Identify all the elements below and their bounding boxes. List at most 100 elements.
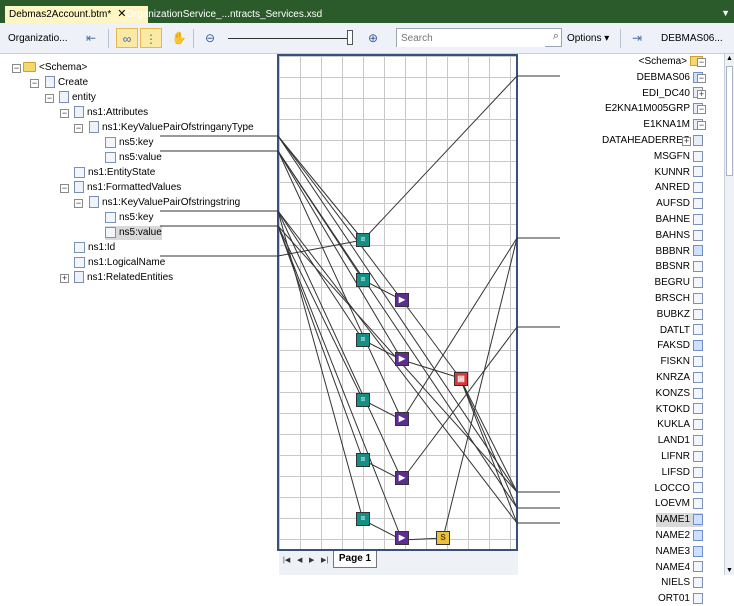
scroll-up-icon[interactable]: ▲ [726,55,733,62]
target-tree-node[interactable]: KUNNR [654,166,703,180]
source-tree-node[interactable]: Create [45,76,88,90]
search-box[interactable]: ⌕ [396,28,562,47]
target-tree-node[interactable]: NAME2 [656,529,703,543]
last-page-icon[interactable]: ▶| [321,557,329,564]
target-tree-node[interactable]: LIFNR [661,450,703,464]
value-mapping-functoid-icon[interactable]: ▶ [395,531,409,545]
collapse-icon[interactable]: − [697,72,706,83]
target-tree-node[interactable]: KONZS [656,387,703,401]
vertical-scrollbar[interactable]: ▲ ▼ [724,54,734,575]
equal-functoid-icon[interactable]: = [356,273,370,287]
value-mapping-functoid-icon[interactable]: ▶ [395,412,409,426]
target-tree-node[interactable]: KTOKD [656,403,703,417]
collapse-icon[interactable]: − [60,183,69,193]
target-tree-node[interactable]: <Schema> [639,55,703,69]
collapse-icon[interactable]: − [697,57,706,67]
scroll-down-icon[interactable]: ▼ [726,567,733,574]
collapse-icon[interactable]: − [697,120,706,131]
scrollbar-thumb[interactable] [726,66,733,176]
target-tree-node[interactable]: KNRZA [656,371,703,385]
target-tree-node[interactable]: ORT01 [658,592,703,606]
link-to-target-icon[interactable]: ⇥ [631,31,643,45]
target-tree-node[interactable]: KUKLA [657,418,703,432]
target-tree-node[interactable]: AUFSD [656,197,703,211]
source-tree-node[interactable]: ns1:KeyValuePairOfstringstring [89,196,240,210]
source-tree-node[interactable]: ns1:KeyValuePairOfstringanyType [89,121,254,135]
zoom-in-icon[interactable]: ⊕ [367,31,379,45]
target-tree-node[interactable]: FAKSD [657,339,703,353]
tab-page-1[interactable]: Page 1 [333,551,377,568]
next-page-icon[interactable]: ▶ [309,557,315,564]
value-mapping-functoid-icon[interactable]: ▶ [395,352,409,366]
target-tree-node[interactable]: LIFSD [662,466,703,480]
target-tree-node[interactable]: ANRED [655,181,703,195]
target-tree-node[interactable]: BEGRU [654,276,703,290]
equal-functoid-icon[interactable]: = [356,233,370,247]
table-looping-functoid-icon[interactable]: ▤ [454,372,468,386]
source-tree-node[interactable]: ns1:Attributes [74,106,148,120]
target-tree-node[interactable]: NAME1 [655,513,703,528]
source-tree-node[interactable]: ns1:RelatedEntities [74,271,173,285]
target-tree-node[interactable]: BUBKZ [657,308,703,322]
target-tree-node[interactable]: NAME3 [656,545,703,559]
target-tree-node[interactable]: DEBMAS06 [637,71,703,85]
target-tree-node[interactable]: BRSCH [655,292,703,306]
collapse-icon[interactable]: − [30,78,39,88]
first-page-icon[interactable]: |◀ [283,557,291,564]
collapse-icon[interactable]: − [697,104,706,115]
equal-functoid-icon[interactable]: = [356,453,370,467]
options-menu[interactable]: Options ▾ [567,29,609,48]
collapse-icon[interactable]: − [60,108,69,118]
target-tree-node[interactable]: BBBNR [656,245,703,259]
link-view-icon[interactable]: ∞ [116,28,138,48]
equal-functoid-icon[interactable]: = [356,333,370,347]
zoom-slider-track[interactable] [228,38,348,39]
target-tree-node[interactable]: BAHNS [656,229,703,243]
collapse-icon[interactable]: − [74,123,83,133]
zoom-slider-thumb[interactable] [347,30,353,45]
source-tree-node[interactable]: ns1:Id [74,241,115,255]
source-tree-node[interactable]: ns1:LogicalName [74,256,165,270]
target-tree-node[interactable]: DATLT [660,324,703,338]
hand-pan-icon[interactable]: ✋ [171,31,187,45]
target-tree-node[interactable]: LAND1 [658,434,703,448]
target-tree-node[interactable]: LOEVM [655,497,703,511]
tab-debmas2account[interactable]: Debmas2Account.btm* ✕ [5,6,148,23]
target-tree-node[interactable]: E2KNA1M005GRP [605,102,703,116]
target-tree-node[interactable]: MSGFN [654,150,703,164]
search-icon[interactable]: ⌕ [552,30,559,42]
relevance-view-icon[interactable]: ⋮ [140,28,162,48]
target-tree-node[interactable]: E1KNA1M [643,118,703,132]
equal-functoid-icon[interactable]: = [356,512,370,526]
source-tree-node[interactable]: ns5:value [105,151,162,165]
source-tree-node[interactable]: ns1:FormattedValues [74,181,181,195]
scripting-functoid-icon[interactable]: S [436,531,450,545]
target-tree-node[interactable]: DATAHEADERREC [602,134,703,148]
target-tree-node[interactable]: BBSNR [656,260,703,274]
expand-icon[interactable]: + [60,273,69,283]
value-mapping-functoid-icon[interactable]: ▶ [395,293,409,307]
target-tree-node[interactable]: BAHNE [656,213,703,227]
link-to-source-icon[interactable]: ⇤ [85,31,97,45]
source-tree-node[interactable]: ns5:key [105,136,153,150]
source-tree-node[interactable]: entity [59,91,96,105]
equal-functoid-icon[interactable]: = [356,393,370,407]
search-input[interactable] [397,29,545,47]
target-tree-node[interactable]: NAME4 [656,561,703,575]
close-icon[interactable]: ✕ [117,8,127,20]
expand-icon[interactable]: + [697,88,706,99]
target-tree-node[interactable]: NIELS [661,576,703,590]
previous-page-icon[interactable]: ◀ [297,557,303,564]
expand-icon[interactable]: + [682,136,691,146]
source-tree-node[interactable]: ns5:key [105,211,153,225]
source-tree-node[interactable]: <Schema> [23,61,87,75]
tab-organizationservice[interactable]: OrganizationService_...ntracts_Services.… [126,9,323,20]
source-tree-node[interactable]: ns5:value [105,226,162,240]
target-tree-node[interactable]: EDI_DC40 [642,87,703,101]
collapse-icon[interactable]: − [12,63,21,73]
target-tree-node[interactable]: FISKN [661,355,703,369]
value-mapping-functoid-icon[interactable]: ▶ [395,471,409,485]
collapse-icon[interactable]: − [74,198,83,208]
zoom-out-icon[interactable]: ⊖ [204,31,216,45]
target-tree-node[interactable]: LOCCO [654,482,703,496]
